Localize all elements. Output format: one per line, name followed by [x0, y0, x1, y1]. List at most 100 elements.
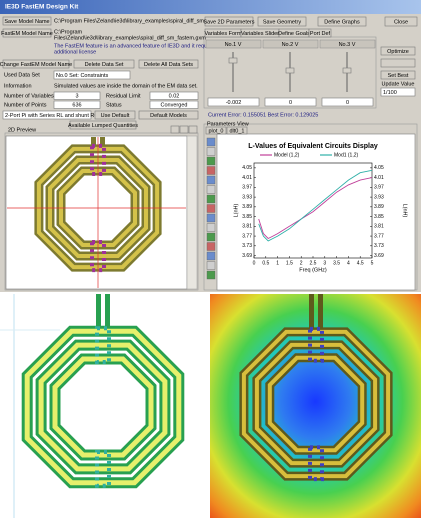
crossing	[308, 445, 324, 482]
var-header	[205, 39, 262, 49]
tool-icon[interactable]	[206, 242, 216, 251]
crossing	[308, 326, 324, 363]
default-models-button[interactable]	[138, 110, 199, 120]
lumped-button[interactable]	[69, 120, 137, 130]
delete-set-button[interactable]	[73, 59, 135, 69]
tool-icon[interactable]	[206, 175, 216, 185]
close-button-label: Close	[394, 19, 408, 25]
fastem-model-label-label: FastEM Model Name	[1, 31, 53, 37]
tab-label: Port Def	[310, 31, 331, 37]
x-tick-label: 4.5	[357, 260, 364, 266]
slider-thumb[interactable]	[285, 67, 295, 74]
lead	[318, 294, 323, 330]
tool-icon[interactable]	[206, 213, 216, 223]
notice: The FastEM feature is an advanced featur…	[54, 43, 216, 49]
lead	[96, 294, 101, 329]
y2-axis-label: L(nH)	[402, 204, 408, 218]
lead	[100, 137, 105, 148]
zoom-button[interactable]	[179, 125, 189, 134]
zoom-button[interactable]	[170, 125, 180, 134]
y-tick-label: 3.73	[242, 243, 252, 249]
y2-tick-label: 3.81	[374, 224, 384, 230]
y-tick-label: 3.81	[242, 224, 252, 230]
var-value	[321, 97, 374, 107]
disabled-button[interactable]	[380, 58, 416, 68]
x-tick-label: 1.5	[286, 260, 293, 266]
save-geometry-button[interactable]	[257, 16, 307, 27]
lead	[309, 294, 314, 330]
optimize-button[interactable]	[380, 46, 416, 56]
slider-thumb[interactable]	[342, 67, 352, 74]
var-value	[264, 97, 317, 107]
stat-value	[53, 91, 101, 100]
slider-thumb[interactable]	[228, 57, 238, 64]
y-tick-label: 4.05	[242, 165, 252, 171]
data-set-select	[53, 70, 131, 80]
fastem-model-value: C:\Program	[54, 29, 83, 35]
tool-icon[interactable]	[206, 194, 216, 204]
y2-tick-label: 3.69	[374, 253, 384, 259]
var-value-text: -0.002	[226, 100, 242, 106]
tool-icon[interactable]	[206, 166, 216, 175]
lumped-button-label: Available Lumped Quantities	[68, 123, 138, 129]
stat-value-text: 0.02	[169, 94, 180, 100]
spiral-ring-inner	[38, 342, 168, 472]
tool-icon[interactable]	[206, 232, 216, 242]
x-tick-label: 1	[276, 260, 279, 266]
step-select-text: 1/100	[383, 90, 397, 96]
fastem-model-label[interactable]	[2, 28, 52, 38]
preview-group	[4, 132, 199, 291]
plot-tab[interactable]	[205, 126, 227, 135]
save-params-button[interactable]	[204, 16, 254, 27]
close-button[interactable]	[384, 16, 418, 27]
save-geometry-button-label: Save Geometry	[263, 19, 301, 25]
y-axis-label: L(nH)	[233, 203, 239, 217]
y-tick-label: 3.69	[242, 253, 252, 259]
y2-tick-label: 4.05	[374, 165, 384, 171]
y2-tick-label: 3.77	[374, 233, 384, 239]
tool-icon[interactable]	[206, 223, 216, 232]
change-model-button-label: Change FastEM Model Name	[0, 62, 72, 68]
x-axis-label: Freq (GHz)	[299, 267, 327, 273]
use-default-button[interactable]	[94, 110, 136, 120]
tool-icon[interactable]	[206, 137, 216, 147]
stat-value-text: Converged	[161, 103, 188, 109]
x-tick-label: 0.5	[262, 260, 269, 266]
crossing	[95, 450, 111, 488]
set-best-button[interactable]	[380, 70, 416, 80]
scrollbar[interactable]	[186, 135, 198, 290]
change-model-button[interactable]	[2, 59, 70, 69]
tool-icon[interactable]	[206, 147, 216, 156]
tool-icon[interactable]	[206, 156, 216, 166]
tool-icon[interactable]	[206, 185, 216, 194]
spiral-ring-inner	[241, 329, 391, 479]
tool-icon[interactable]	[206, 251, 216, 261]
y2-tick-label: 3.89	[374, 204, 384, 210]
model-select-text: 2-Port Pi with Series RL and shunt RC	[5, 113, 98, 119]
zoom-button[interactable]	[188, 125, 198, 134]
field-label: Update Value	[382, 81, 415, 87]
var-header	[319, 39, 376, 49]
tab[interactable]	[308, 28, 332, 38]
define-graphs-button[interactable]	[317, 16, 367, 27]
plot-tab[interactable]	[226, 126, 248, 135]
lead	[105, 294, 110, 329]
tool-icon[interactable]	[206, 270, 216, 280]
tool-icon[interactable]	[206, 261, 216, 270]
spiral-ring-inner	[36, 146, 160, 270]
y2-tick-label: 3.97	[374, 185, 384, 191]
y-tick-label: 3.89	[242, 204, 252, 210]
save-model-label[interactable]	[2, 16, 52, 26]
x-tick-label: 3	[323, 260, 326, 266]
optimize-button-label: Optimize	[387, 49, 409, 55]
x-tick-label: 3.5	[333, 260, 340, 266]
lead	[91, 137, 96, 148]
info-text: Simulated values are inside the domain o…	[54, 83, 198, 89]
delete-all-button[interactable]	[138, 59, 199, 69]
field-label: Residual Limit	[106, 93, 141, 99]
plot-tab-label: dlt0_1	[230, 128, 245, 134]
tool-icon[interactable]	[206, 204, 216, 213]
fastem-model-value: Files\Zeland\ie3d\library_examples\spira…	[54, 35, 206, 41]
